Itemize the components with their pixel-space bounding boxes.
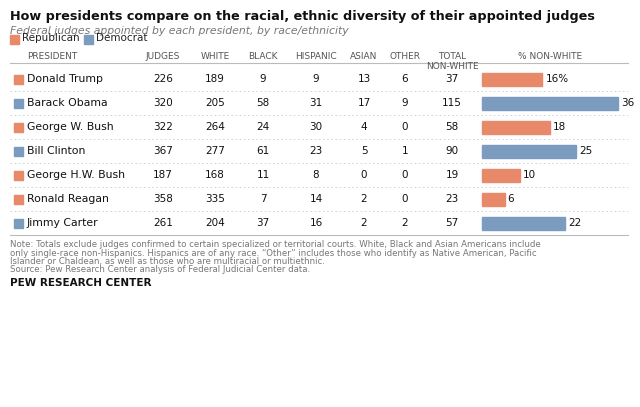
Text: 8: 8 bbox=[313, 170, 319, 180]
FancyBboxPatch shape bbox=[482, 193, 505, 206]
Text: 57: 57 bbox=[445, 218, 459, 228]
Text: Bill Clinton: Bill Clinton bbox=[27, 146, 85, 156]
FancyBboxPatch shape bbox=[482, 168, 520, 182]
Text: 6: 6 bbox=[402, 74, 408, 84]
Text: 2: 2 bbox=[361, 194, 367, 204]
Text: 23: 23 bbox=[445, 194, 459, 204]
Text: 16: 16 bbox=[309, 218, 323, 228]
Text: 226: 226 bbox=[153, 74, 173, 84]
Text: OTHER: OTHER bbox=[390, 52, 420, 61]
Text: 25: 25 bbox=[579, 146, 593, 156]
FancyBboxPatch shape bbox=[14, 74, 23, 83]
Text: 4: 4 bbox=[361, 122, 367, 132]
FancyBboxPatch shape bbox=[482, 96, 618, 109]
Text: 17: 17 bbox=[357, 98, 371, 108]
Text: 36: 36 bbox=[621, 98, 634, 108]
Text: 277: 277 bbox=[205, 146, 225, 156]
Text: 22: 22 bbox=[568, 218, 581, 228]
Text: 0: 0 bbox=[361, 170, 367, 180]
Text: Federal judges appointed by each president, by race/ethnicity: Federal judges appointed by each preside… bbox=[10, 26, 349, 36]
Text: 6: 6 bbox=[508, 194, 515, 204]
Text: 187: 187 bbox=[153, 170, 173, 180]
Text: 367: 367 bbox=[153, 146, 173, 156]
Text: 61: 61 bbox=[257, 146, 269, 156]
Text: 58: 58 bbox=[257, 98, 269, 108]
Text: 7: 7 bbox=[260, 194, 266, 204]
FancyBboxPatch shape bbox=[482, 72, 543, 85]
Text: 11: 11 bbox=[257, 170, 269, 180]
Text: 30: 30 bbox=[309, 122, 323, 132]
Text: 0: 0 bbox=[402, 170, 408, 180]
Text: 0: 0 bbox=[402, 122, 408, 132]
Text: 37: 37 bbox=[445, 74, 459, 84]
Text: 37: 37 bbox=[257, 218, 269, 228]
Text: JUDGES: JUDGES bbox=[146, 52, 180, 61]
Text: Barack Obama: Barack Obama bbox=[27, 98, 108, 108]
Text: only single-race non-Hispanics. Hispanics are of any race. “Other” includes thos: only single-race non-Hispanics. Hispanic… bbox=[10, 249, 536, 258]
Text: 10: 10 bbox=[523, 170, 536, 180]
Text: 2: 2 bbox=[402, 218, 408, 228]
Text: 14: 14 bbox=[309, 194, 323, 204]
Text: BLACK: BLACK bbox=[248, 52, 278, 61]
Text: Donald Trump: Donald Trump bbox=[27, 74, 103, 84]
FancyBboxPatch shape bbox=[10, 35, 19, 44]
Text: 19: 19 bbox=[445, 170, 459, 180]
Text: 18: 18 bbox=[553, 122, 566, 132]
Text: Democrat: Democrat bbox=[96, 33, 147, 43]
Text: 5: 5 bbox=[361, 146, 367, 156]
Text: 24: 24 bbox=[257, 122, 269, 132]
Text: PRESIDENT: PRESIDENT bbox=[27, 52, 77, 61]
FancyBboxPatch shape bbox=[84, 35, 93, 44]
Text: 23: 23 bbox=[309, 146, 323, 156]
Text: TOTAL
NON-WHITE: TOTAL NON-WHITE bbox=[426, 52, 478, 71]
Text: Republican: Republican bbox=[22, 33, 79, 43]
FancyBboxPatch shape bbox=[14, 195, 23, 204]
Text: HISPANIC: HISPANIC bbox=[295, 52, 337, 61]
Text: 358: 358 bbox=[153, 194, 173, 204]
Text: Source: Pew Research Center analysis of Federal Judicial Center data.: Source: Pew Research Center analysis of … bbox=[10, 265, 310, 274]
Text: 261: 261 bbox=[153, 218, 173, 228]
Text: PEW RESEARCH CENTER: PEW RESEARCH CENTER bbox=[10, 278, 152, 288]
FancyBboxPatch shape bbox=[482, 144, 577, 158]
Text: 1: 1 bbox=[402, 146, 408, 156]
Text: Ronald Reagan: Ronald Reagan bbox=[27, 194, 109, 204]
Text: ASIAN: ASIAN bbox=[350, 52, 378, 61]
Text: Jimmy Carter: Jimmy Carter bbox=[27, 218, 99, 228]
Text: % NON-WHITE: % NON-WHITE bbox=[518, 52, 582, 61]
Text: 58: 58 bbox=[445, 122, 459, 132]
Text: 90: 90 bbox=[445, 146, 459, 156]
Text: 2: 2 bbox=[361, 218, 367, 228]
Text: 335: 335 bbox=[205, 194, 225, 204]
Text: Islander or Chaldean, as well as those who are multiracial or multiethnic.: Islander or Chaldean, as well as those w… bbox=[10, 257, 325, 266]
Text: George W. Bush: George W. Bush bbox=[27, 122, 114, 132]
Text: Note: Totals exclude judges confirmed to certain specialized or territorial cour: Note: Totals exclude judges confirmed to… bbox=[10, 240, 541, 249]
FancyBboxPatch shape bbox=[14, 123, 23, 131]
FancyBboxPatch shape bbox=[14, 219, 23, 228]
Text: 9: 9 bbox=[402, 98, 408, 108]
Text: 9: 9 bbox=[260, 74, 266, 84]
Text: 13: 13 bbox=[357, 74, 371, 84]
Text: 9: 9 bbox=[313, 74, 319, 84]
Text: 320: 320 bbox=[153, 98, 173, 108]
Text: 168: 168 bbox=[205, 170, 225, 180]
FancyBboxPatch shape bbox=[482, 120, 550, 133]
FancyBboxPatch shape bbox=[14, 98, 23, 107]
FancyBboxPatch shape bbox=[14, 147, 23, 155]
Text: 31: 31 bbox=[309, 98, 323, 108]
Text: 16%: 16% bbox=[545, 74, 568, 84]
Text: 189: 189 bbox=[205, 74, 225, 84]
Text: George H.W. Bush: George H.W. Bush bbox=[27, 170, 125, 180]
Text: 264: 264 bbox=[205, 122, 225, 132]
Text: 205: 205 bbox=[205, 98, 225, 108]
Text: 0: 0 bbox=[402, 194, 408, 204]
Text: 322: 322 bbox=[153, 122, 173, 132]
FancyBboxPatch shape bbox=[14, 171, 23, 179]
Text: How presidents compare on the racial, ethnic diversity of their appointed judges: How presidents compare on the racial, et… bbox=[10, 10, 595, 23]
Text: 115: 115 bbox=[442, 98, 462, 108]
Text: 204: 204 bbox=[205, 218, 225, 228]
FancyBboxPatch shape bbox=[482, 217, 565, 230]
Text: WHITE: WHITE bbox=[200, 52, 230, 61]
